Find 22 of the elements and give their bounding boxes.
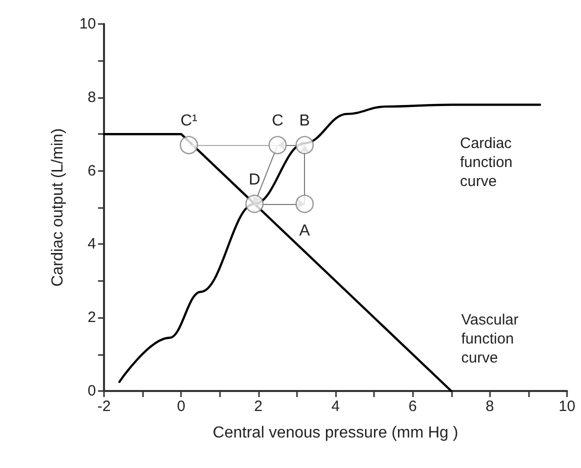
y-tick-label: 10: [79, 16, 96, 32]
x-tick-label: 10: [558, 398, 576, 415]
x-tick-label: 4: [331, 398, 340, 415]
y-tick-label: 2: [88, 309, 96, 326]
text: Cardiac function curve: [460, 135, 517, 190]
annotation: B: [299, 112, 310, 130]
annotation: D: [248, 171, 260, 188]
x-tick-label: 6: [408, 398, 417, 415]
y-tick-label: 0: [88, 382, 96, 400]
y-tick-label: 4: [88, 236, 96, 253]
x-axis-title: Central venous pressure (mm Hg ): [212, 424, 458, 442]
y-tick-label: 8: [88, 88, 96, 106]
x-tick-label: 2: [254, 398, 263, 415]
y-tick-label: 6: [88, 162, 96, 180]
y-axis-title: Cardiac output (L/min): [50, 128, 66, 287]
x-tick-label: 8: [486, 398, 494, 415]
annotation: C¹: [180, 112, 198, 130]
annotation: C: [272, 112, 284, 130]
annotation: A: [299, 222, 310, 240]
x-tick-label: 0: [176, 398, 186, 415]
series-label: Vascular function curve: [461, 312, 523, 366]
x-tick-label: -2: [97, 398, 111, 415]
